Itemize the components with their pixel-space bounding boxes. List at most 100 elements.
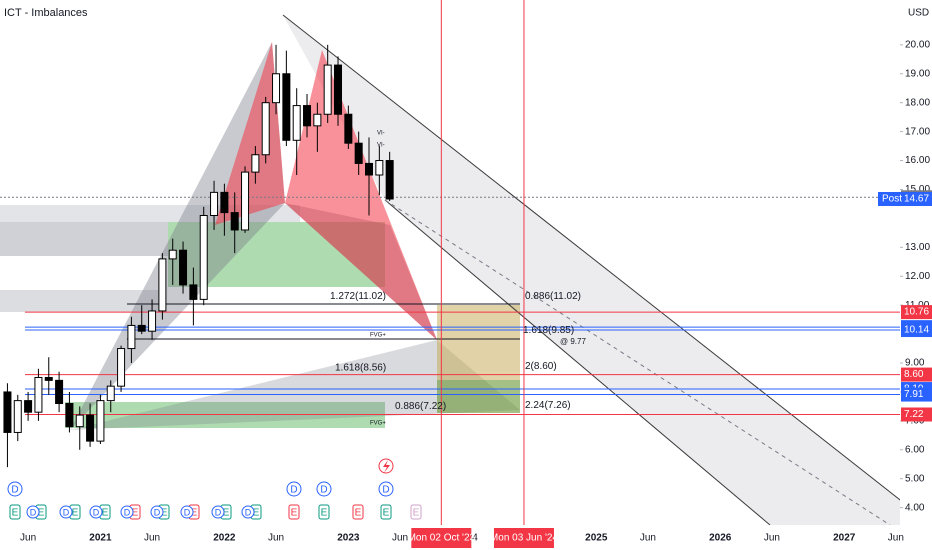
dividend-label: D [124,507,131,517]
dividend-marker [120,505,134,519]
dividend-label: D [382,485,389,496]
dividend-label: D [184,507,191,517]
candle-body [241,171,250,231]
candle-body [199,214,208,300]
price-label: 7.91 [904,389,924,400]
level-label: 2(8.60) [525,361,557,372]
earnings-marker [410,504,422,520]
candle-body [210,191,219,216]
y-tick-label: 6.00 [905,444,925,455]
candle-body [34,376,43,413]
x-tick-label: 2023 [337,533,360,544]
earnings-marker [9,504,21,520]
dividend-marker [89,505,103,519]
post-box [878,192,932,207]
box [437,305,520,380]
currency: USD [908,8,929,19]
y-tick-label: 18.00 [905,97,930,108]
candle-body [354,142,363,164]
x-tick-label: 2021 [89,533,112,544]
candle-body [261,102,270,156]
dividend-label: D [63,507,70,517]
zone-label: VI- [377,143,385,149]
candle-body [323,64,332,115]
x-tick-label: Jun [20,533,36,544]
candle-body [86,414,95,442]
drawings-back [0,0,932,526]
dividend-marker [211,505,225,519]
x-tick-label: 2027 [833,533,856,544]
channel-line [384,199,771,526]
box [437,380,520,413]
candle-body [365,162,374,176]
level-label: 0.886(7.22) [395,401,446,412]
price-label: 7.22 [904,409,924,420]
pattern [70,42,285,430]
zone-label: FVG+ [370,421,386,427]
candle-body [3,391,12,433]
y-tick-label: 12.00 [905,271,930,282]
dividend-label: D [93,507,100,517]
x-tick-label: Jun [392,533,408,544]
zone-label: FVG+ [370,333,386,339]
level-label: 1.618(9.85) [523,325,574,336]
candle-body [148,310,157,332]
candle-body [303,105,312,127]
candle-body [24,400,33,413]
candle-body [127,324,136,350]
candle-body [168,249,177,260]
candle-body [251,154,260,173]
date-label: Mon 03 Jun '24 [490,533,559,544]
earnings-label: E [38,508,45,519]
candle-body [117,348,126,387]
dividend-marker [150,505,164,519]
candle-body [44,376,53,381]
earnings-label: E [383,508,390,519]
price-label: 10.76 [904,307,929,318]
pattern [215,42,285,225]
candle-body [13,400,22,433]
earnings-marker [318,504,330,520]
zone [0,290,160,312]
price-axis [900,0,932,525]
dividend-label: D [154,507,161,517]
price-label-box [901,407,932,422]
price-label-box [901,305,932,320]
earnings-label: E [291,508,298,519]
candle-body [65,403,74,428]
earnings-label: E [161,508,168,519]
date-box [411,528,472,548]
date-box [493,528,554,548]
dividend-label: D [11,485,18,496]
candles [3,44,394,468]
dividend-label: D [30,507,37,517]
earnings-label: E [102,508,109,519]
earnings-label: E [12,508,19,519]
candle-body [220,191,229,214]
dividend-marker [26,505,40,519]
x-tick-label: Jun [268,533,284,544]
earnings-marker [352,504,364,520]
candle-body [189,284,198,300]
candle-body [179,249,188,286]
earnings-label: E [223,508,230,519]
pattern [70,340,520,430]
candle-body [292,105,301,141]
x-tick-label: Jun [888,533,904,544]
y-tick-label: 4.00 [905,502,925,513]
level-label: @ 9.77 [560,337,586,346]
candle-body [137,324,146,332]
x-tick-label: 2026 [709,533,732,544]
x-tick-label: 2022 [213,533,236,544]
price-label: 10.14 [904,325,929,336]
candle-body [75,414,84,428]
dividend-label: D [290,485,297,496]
post-label: Post [882,194,902,205]
level-label: 1.272(11.02) [330,291,386,302]
candle-body [313,113,322,127]
earnings-label: E [72,508,79,519]
earnings-label: E [191,508,198,519]
y-tick-label: 13.00 [905,242,930,253]
